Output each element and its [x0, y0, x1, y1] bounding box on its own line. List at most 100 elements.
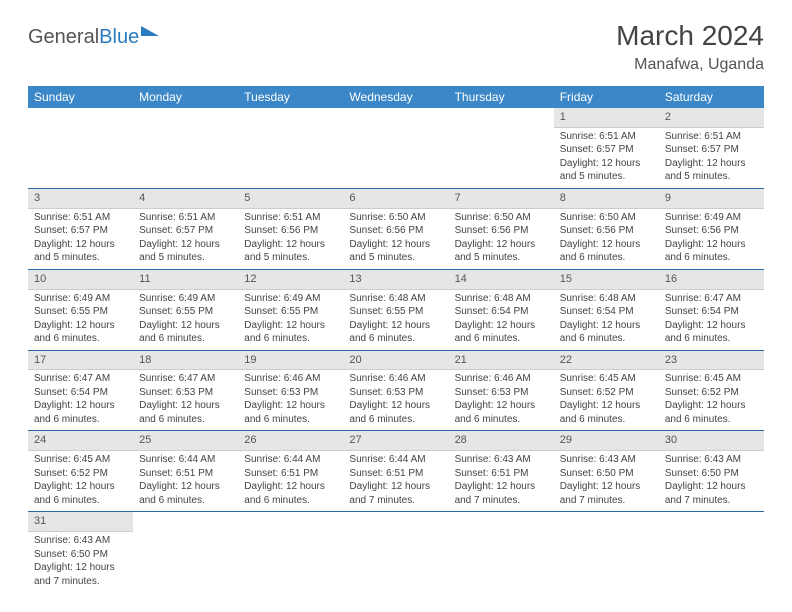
day-number [659, 512, 764, 531]
daylight-text: Daylight: 12 hours and 5 minutes. [560, 157, 653, 184]
daylight-text: Daylight: 12 hours and 7 minutes. [455, 480, 548, 507]
daylight-text: Daylight: 12 hours and 6 minutes. [560, 238, 653, 265]
calendar-day-cell: 18Sunrise: 6:47 AMSunset: 6:53 PMDayligh… [133, 350, 238, 431]
day-body: Sunrise: 6:49 AMSunset: 6:55 PMDaylight:… [133, 290, 238, 350]
calendar-week-row: 1Sunrise: 6:51 AMSunset: 6:57 PMDaylight… [28, 108, 764, 188]
day-number: 19 [238, 351, 343, 371]
daylight-text: Daylight: 12 hours and 6 minutes. [244, 399, 337, 426]
sunrise-text: Sunrise: 6:48 AM [455, 292, 548, 306]
sunrise-text: Sunrise: 6:49 AM [139, 292, 232, 306]
daylight-text: Daylight: 12 hours and 6 minutes. [665, 399, 758, 426]
calendar-day-cell [133, 108, 238, 188]
calendar-day-cell: 12Sunrise: 6:49 AMSunset: 6:55 PMDayligh… [238, 269, 343, 350]
daylight-text: Daylight: 12 hours and 7 minutes. [665, 480, 758, 507]
sunset-text: Sunset: 6:53 PM [139, 386, 232, 400]
daylight-text: Daylight: 12 hours and 6 minutes. [665, 319, 758, 346]
daylight-text: Daylight: 12 hours and 5 minutes. [34, 238, 127, 265]
sunrise-text: Sunrise: 6:51 AM [139, 211, 232, 225]
sunset-text: Sunset: 6:53 PM [349, 386, 442, 400]
calendar-day-cell [554, 512, 659, 592]
weekday-header: Friday [554, 86, 659, 108]
daylight-text: Daylight: 12 hours and 6 minutes. [244, 480, 337, 507]
day-number [133, 108, 238, 127]
calendar-day-cell: 24Sunrise: 6:45 AMSunset: 6:52 PMDayligh… [28, 431, 133, 512]
day-number: 10 [28, 270, 133, 290]
day-number: 31 [28, 512, 133, 532]
calendar-day-cell: 16Sunrise: 6:47 AMSunset: 6:54 PMDayligh… [659, 269, 764, 350]
sunrise-text: Sunrise: 6:48 AM [349, 292, 442, 306]
day-body: Sunrise: 6:51 AMSunset: 6:57 PMDaylight:… [659, 128, 764, 188]
calendar-week-row: 24Sunrise: 6:45 AMSunset: 6:52 PMDayligh… [28, 431, 764, 512]
sunset-text: Sunset: 6:50 PM [665, 467, 758, 481]
calendar-day-cell: 3Sunrise: 6:51 AMSunset: 6:57 PMDaylight… [28, 188, 133, 269]
calendar-day-cell: 10Sunrise: 6:49 AMSunset: 6:55 PMDayligh… [28, 269, 133, 350]
calendar-day-cell: 17Sunrise: 6:47 AMSunset: 6:54 PMDayligh… [28, 350, 133, 431]
calendar-day-cell: 31Sunrise: 6:43 AMSunset: 6:50 PMDayligh… [28, 512, 133, 592]
sunrise-text: Sunrise: 6:44 AM [139, 453, 232, 467]
calendar-day-cell [449, 512, 554, 592]
sunrise-text: Sunrise: 6:50 AM [560, 211, 653, 225]
day-number [449, 108, 554, 127]
sunrise-text: Sunrise: 6:49 AM [665, 211, 758, 225]
day-number [238, 512, 343, 531]
calendar-day-cell: 14Sunrise: 6:48 AMSunset: 6:54 PMDayligh… [449, 269, 554, 350]
sunrise-text: Sunrise: 6:45 AM [560, 372, 653, 386]
sunset-text: Sunset: 6:57 PM [139, 224, 232, 238]
calendar-table: Sunday Monday Tuesday Wednesday Thursday… [28, 86, 764, 592]
sunset-text: Sunset: 6:53 PM [244, 386, 337, 400]
daylight-text: Daylight: 12 hours and 6 minutes. [455, 399, 548, 426]
daylight-text: Daylight: 12 hours and 6 minutes. [34, 319, 127, 346]
sunrise-text: Sunrise: 6:43 AM [560, 453, 653, 467]
sunset-text: Sunset: 6:55 PM [139, 305, 232, 319]
calendar-day-cell: 20Sunrise: 6:46 AMSunset: 6:53 PMDayligh… [343, 350, 448, 431]
calendar-day-cell: 21Sunrise: 6:46 AMSunset: 6:53 PMDayligh… [449, 350, 554, 431]
calendar-day-cell: 9Sunrise: 6:49 AMSunset: 6:56 PMDaylight… [659, 188, 764, 269]
sunset-text: Sunset: 6:56 PM [349, 224, 442, 238]
day-number [343, 512, 448, 531]
daylight-text: Daylight: 12 hours and 6 minutes. [560, 399, 653, 426]
calendar-day-cell: 2Sunrise: 6:51 AMSunset: 6:57 PMDaylight… [659, 108, 764, 188]
calendar-day-cell: 26Sunrise: 6:44 AMSunset: 6:51 PMDayligh… [238, 431, 343, 512]
calendar-day-cell [343, 512, 448, 592]
sunset-text: Sunset: 6:50 PM [560, 467, 653, 481]
weekday-header: Thursday [449, 86, 554, 108]
sunset-text: Sunset: 6:52 PM [560, 386, 653, 400]
day-number: 24 [28, 431, 133, 451]
daylight-text: Daylight: 12 hours and 6 minutes. [139, 399, 232, 426]
sunset-text: Sunset: 6:53 PM [455, 386, 548, 400]
daylight-text: Daylight: 12 hours and 6 minutes. [244, 319, 337, 346]
calendar-day-cell [28, 108, 133, 188]
day-number: 5 [238, 189, 343, 209]
sunset-text: Sunset: 6:57 PM [560, 143, 653, 157]
sunrise-text: Sunrise: 6:47 AM [34, 372, 127, 386]
sunrise-text: Sunrise: 6:48 AM [560, 292, 653, 306]
calendar-day-cell: 5Sunrise: 6:51 AMSunset: 6:56 PMDaylight… [238, 188, 343, 269]
day-number: 27 [343, 431, 448, 451]
page-header: GeneralBlue March 2024 Manafwa, Uganda [28, 20, 764, 74]
sunrise-text: Sunrise: 6:46 AM [349, 372, 442, 386]
sunset-text: Sunset: 6:56 PM [455, 224, 548, 238]
weekday-header: Wednesday [343, 86, 448, 108]
day-number: 12 [238, 270, 343, 290]
calendar-day-cell [343, 108, 448, 188]
day-number: 9 [659, 189, 764, 209]
sunset-text: Sunset: 6:51 PM [139, 467, 232, 481]
daylight-text: Daylight: 12 hours and 6 minutes. [139, 319, 232, 346]
day-body: Sunrise: 6:46 AMSunset: 6:53 PMDaylight:… [449, 370, 554, 430]
day-body: Sunrise: 6:51 AMSunset: 6:57 PMDaylight:… [133, 209, 238, 269]
daylight-text: Daylight: 12 hours and 5 minutes. [349, 238, 442, 265]
day-body: Sunrise: 6:45 AMSunset: 6:52 PMDaylight:… [659, 370, 764, 430]
day-body: Sunrise: 6:47 AMSunset: 6:54 PMDaylight:… [28, 370, 133, 430]
sunrise-text: Sunrise: 6:43 AM [34, 534, 127, 548]
day-number [343, 108, 448, 127]
sunset-text: Sunset: 6:50 PM [34, 548, 127, 562]
sunrise-text: Sunrise: 6:50 AM [349, 211, 442, 225]
sunrise-text: Sunrise: 6:50 AM [455, 211, 548, 225]
sunrise-text: Sunrise: 6:44 AM [244, 453, 337, 467]
sunrise-text: Sunrise: 6:51 AM [665, 130, 758, 144]
day-body: Sunrise: 6:46 AMSunset: 6:53 PMDaylight:… [238, 370, 343, 430]
day-body: Sunrise: 6:50 AMSunset: 6:56 PMDaylight:… [554, 209, 659, 269]
sunrise-text: Sunrise: 6:47 AM [139, 372, 232, 386]
calendar-day-cell: 7Sunrise: 6:50 AMSunset: 6:56 PMDaylight… [449, 188, 554, 269]
sunset-text: Sunset: 6:51 PM [244, 467, 337, 481]
